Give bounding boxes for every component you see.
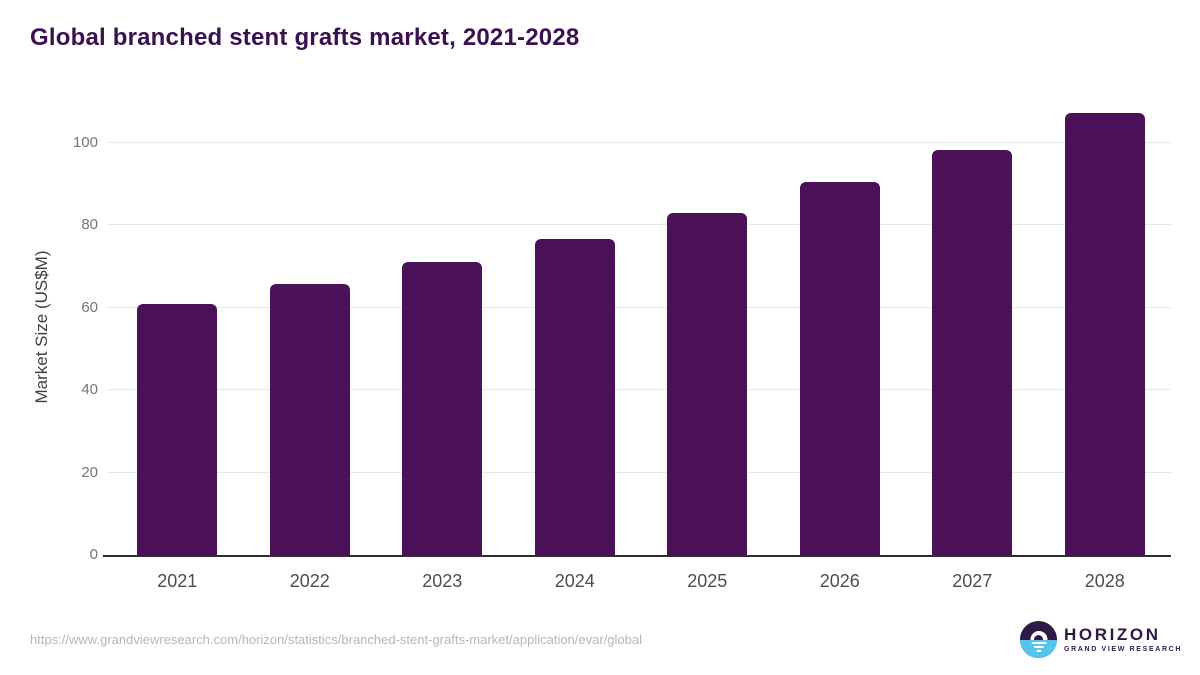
logo-text: HORIZON GRAND VIEW RESEARCH (1064, 626, 1182, 653)
x-tick-label-2022: 2022 (289, 571, 330, 591)
bar-2023[interactable] (402, 261, 483, 555)
x-tick-label-2027: 2027 (952, 571, 993, 591)
x-tick-label-2021: 2021 (157, 571, 198, 591)
x-tick-label-2023: 2023 (422, 571, 463, 591)
logo-water-shape (1020, 639, 1057, 658)
bar-series: 2021 2022 2023 2024 2025 2026 2027 2028 (111, 100, 1172, 591)
bar-2026[interactable] (799, 182, 880, 555)
gridline-40 (107, 389, 1171, 391)
logo-subtitle: GRAND VIEW RESEARCH (1064, 646, 1183, 653)
band-2021: 2021 (111, 100, 244, 591)
y-tick-label-0: 0 (89, 546, 98, 563)
y-tick-label-20: 20 (81, 463, 98, 481)
page-title: Global branched stent grafts market, 202… (30, 24, 580, 51)
y-axis-tick-labels: 0 20 40 60 80 100 (0, 100, 98, 563)
horizon-sunset-icon (1020, 621, 1057, 658)
gridline-100 (107, 141, 1171, 143)
logo-sun-arch-shape (1030, 630, 1047, 640)
bar-2022[interactable] (269, 283, 350, 555)
band-2027: 2027 (906, 100, 1039, 591)
x-tick-label-2026: 2026 (819, 571, 860, 591)
bar-2028[interactable] (1064, 112, 1145, 555)
bar-2021[interactable] (137, 304, 218, 555)
gridline-60 (107, 306, 1171, 308)
logo-wordmark: HORIZON (1064, 625, 1161, 644)
gridline-20 (107, 471, 1171, 473)
y-tick-label-100: 100 (72, 133, 98, 151)
logo-ripple-2 (1033, 645, 1044, 648)
band-2023: 2023 (376, 100, 509, 591)
band-2022: 2022 (244, 100, 377, 591)
gridline-80 (107, 224, 1171, 226)
logo-sun-arch-inner (1034, 634, 1043, 640)
logo-ripple-1 (1031, 641, 1046, 644)
y-tick-label-40: 40 (81, 381, 98, 399)
bar-2027[interactable] (932, 150, 1013, 555)
horizon-logo: HORIZON GRAND VIEW RESEARCH (1020, 621, 1182, 658)
logo-ripple-3 (1036, 649, 1041, 652)
x-tick-label-2024: 2024 (554, 571, 595, 591)
band-2028: 2028 (1039, 100, 1172, 591)
bar-2024[interactable] (534, 239, 615, 555)
bar-2025[interactable] (667, 212, 748, 555)
plot-area: 2021 2022 2023 2024 2025 2026 2027 2028 (103, 100, 1172, 591)
y-tick-label-60: 60 (81, 298, 98, 316)
y-tick-label-80: 80 (81, 216, 98, 234)
source-url: https://www.grandviewresearch.com/horizo… (30, 632, 642, 647)
band-2025: 2025 (641, 100, 774, 591)
band-2024: 2024 (509, 100, 642, 591)
x-tick-label-2028: 2028 (1084, 571, 1125, 591)
x-tick-label-2025: 2025 (687, 571, 728, 591)
band-2026: 2026 (774, 100, 907, 591)
